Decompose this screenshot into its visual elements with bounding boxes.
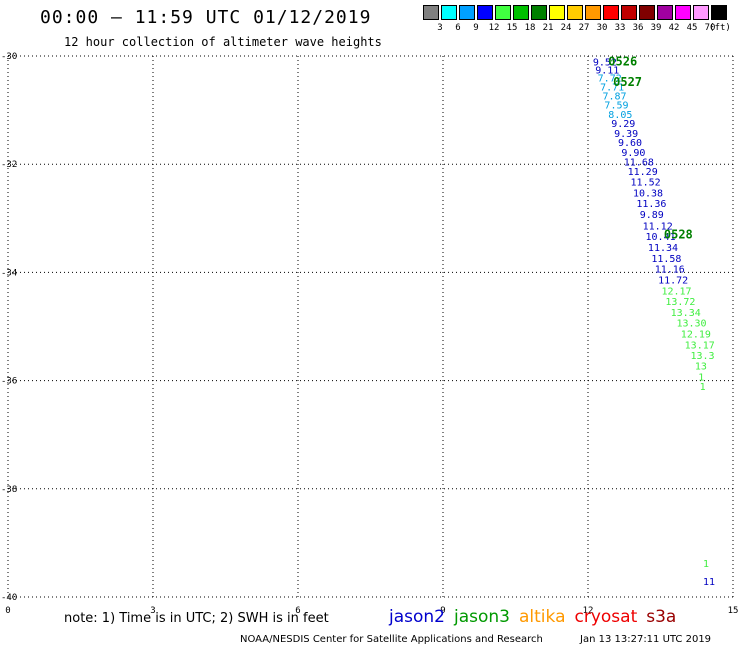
scale-label: 39 bbox=[650, 23, 662, 33]
swh-point: 9.29 bbox=[611, 119, 635, 130]
swh-point: 11.12 bbox=[643, 221, 673, 232]
scale-label: 33 bbox=[614, 23, 626, 33]
scale-label: 12 bbox=[488, 23, 500, 33]
lon-tick-label: 9 bbox=[440, 606, 445, 616]
scale-label: 36 bbox=[632, 23, 644, 33]
scale-swatch bbox=[585, 5, 601, 20]
lat-tick-label: -30 bbox=[1, 52, 17, 62]
scale-swatch bbox=[639, 5, 655, 20]
scale-swatch bbox=[711, 5, 727, 20]
scale-swatch bbox=[477, 5, 493, 20]
swh-point: 7.87 bbox=[603, 91, 627, 102]
satellite-legend-s3a: s3a bbox=[646, 607, 677, 627]
swh-point: 9.52 bbox=[593, 57, 617, 68]
generation-timestamp: Jan 13 13:27:11 UTC 2019 bbox=[580, 634, 712, 645]
swh-point: 13.34 bbox=[671, 308, 701, 319]
swh-point: 12.17 bbox=[661, 286, 691, 297]
swh-point: 11.72 bbox=[658, 275, 688, 286]
satellite-legend: jason2 jason3 altika cryosat s3a bbox=[389, 607, 685, 627]
scale-swatch bbox=[549, 5, 565, 20]
swh-point: 13.17 bbox=[685, 340, 715, 351]
scale-swatch bbox=[459, 5, 475, 20]
swh-point: 11.34 bbox=[648, 243, 678, 254]
swh-point: 11 bbox=[703, 577, 715, 588]
lon-tick-label: 3 bbox=[150, 606, 155, 616]
scale-unit-label: (ft) bbox=[709, 23, 731, 33]
track-time-label: 0527 bbox=[613, 75, 642, 89]
scale-swatch bbox=[567, 5, 583, 20]
scale-swatch bbox=[621, 5, 637, 20]
swh-point: 9.60 bbox=[618, 138, 642, 149]
swh-point: 13 bbox=[695, 361, 707, 372]
swh-point: 7.72 bbox=[598, 74, 622, 85]
swh-point: 12.19 bbox=[681, 330, 711, 341]
credit-line: NOAA/NESDIS Center for Satellite Applica… bbox=[240, 634, 543, 645]
swh-point: 1 bbox=[703, 559, 709, 570]
swh-point: 10.38 bbox=[633, 188, 663, 199]
scale-label: 42 bbox=[668, 23, 680, 33]
swh-point: 9.11 bbox=[595, 66, 619, 77]
scale-label: 27 bbox=[578, 23, 590, 33]
swh-point: 7.59 bbox=[604, 101, 628, 112]
swh-point: 9.39 bbox=[614, 129, 638, 140]
scale-label: 3 bbox=[437, 23, 443, 33]
swh-point: 11.52 bbox=[631, 178, 661, 189]
swh-point: 1 bbox=[700, 382, 706, 393]
scale-swatch bbox=[441, 5, 457, 20]
swh-point: 11.29 bbox=[628, 167, 658, 178]
swh-point: 9.89 bbox=[640, 210, 664, 221]
lat-tick-label: -40 bbox=[1, 593, 17, 603]
lon-tick-label: 15 bbox=[728, 606, 739, 616]
swh-point: 1 bbox=[698, 372, 704, 383]
satellite-legend-cryosat: cryosat bbox=[574, 607, 638, 627]
scale-label: 45 bbox=[686, 23, 698, 33]
swh-point: 13.30 bbox=[676, 319, 706, 330]
lon-tick-label: 6 bbox=[295, 606, 300, 616]
lat-tick-label: -32 bbox=[1, 160, 17, 170]
scale-label: 70 bbox=[704, 23, 716, 33]
map-subtitle: 12 hour collection of altimeter wave hei… bbox=[64, 35, 382, 49]
swh-point: 11.16 bbox=[655, 265, 685, 276]
scale-label: 30 bbox=[596, 23, 608, 33]
scale-swatch bbox=[495, 5, 511, 20]
lat-tick-label: -36 bbox=[1, 377, 17, 387]
swh-point: 13.3 bbox=[690, 351, 714, 362]
track-time-label: 0526 bbox=[608, 54, 637, 68]
scale-swatch bbox=[693, 5, 709, 20]
satellite-legend-altika: altika bbox=[519, 607, 566, 627]
footer-note: note: 1) Time is in UTC; 2) SWH is in fe… bbox=[64, 611, 329, 626]
scale-label: 6 bbox=[455, 23, 461, 33]
scale-swatch bbox=[513, 5, 529, 20]
scale-label: 24 bbox=[560, 23, 572, 33]
scale-label: 15 bbox=[506, 23, 518, 33]
track-time-label: 0528 bbox=[664, 228, 693, 242]
swh-point: 11.68 bbox=[624, 157, 654, 168]
scale-label: 18 bbox=[524, 23, 536, 33]
swh-point: 9.90 bbox=[621, 148, 645, 159]
lon-tick-label: 12 bbox=[583, 606, 594, 616]
scale-swatch bbox=[603, 5, 619, 20]
swh-point: 11.36 bbox=[636, 199, 666, 210]
scale-swatch bbox=[657, 5, 673, 20]
satellite-legend-jason3: jason3 bbox=[454, 607, 510, 627]
scale-label: 21 bbox=[542, 23, 554, 33]
lat-tick-label: -38 bbox=[1, 485, 17, 495]
satellite-legend-jason2: jason2 bbox=[389, 607, 445, 627]
swh-point: 7.71 bbox=[600, 82, 624, 93]
scale-label: 9 bbox=[473, 23, 479, 33]
scale-swatch bbox=[423, 5, 439, 20]
swh-point: 13.72 bbox=[665, 297, 695, 308]
lat-tick-label: -34 bbox=[1, 268, 17, 278]
swh-point: 8.05 bbox=[608, 110, 632, 121]
swh-point: 11.58 bbox=[651, 254, 681, 265]
scale-swatch bbox=[675, 5, 691, 20]
lon-tick-label: 0 bbox=[5, 606, 10, 616]
map-title: 00:00 – 11:59 UTC 01/12/2019 bbox=[40, 7, 372, 28]
swh-point: 10.41 bbox=[646, 232, 676, 243]
scale-swatch bbox=[531, 5, 547, 20]
